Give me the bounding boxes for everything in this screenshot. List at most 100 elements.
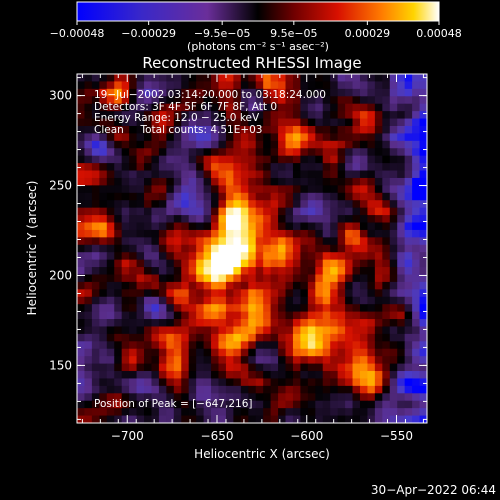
heatmap-cell: [121, 200, 130, 209]
heatmap-cell: [419, 400, 427, 409]
heatmap-cell: [419, 148, 427, 157]
heatmap-cell: [203, 140, 212, 149]
heatmap-cell: [270, 356, 279, 365]
heatmap-cell: [173, 125, 182, 134]
heatmap-cell: [404, 415, 413, 423]
heatmap-cell: [203, 363, 212, 372]
heatmap-cell: [211, 148, 219, 157]
heatmap-cell: [233, 244, 242, 253]
heatmap-cell: [330, 133, 339, 142]
heatmap-cell: [255, 96, 264, 105]
heatmap-cell: [397, 415, 406, 423]
heatmap-cell: [106, 237, 115, 246]
heatmap-cell: [173, 267, 182, 275]
heatmap-cell: [263, 400, 272, 409]
heatmap-cell: [218, 356, 227, 365]
heatmap-cell: [114, 311, 123, 320]
heatmap-cell: [196, 185, 205, 194]
heatmap-cell: [382, 393, 391, 402]
heatmap-cell: [114, 356, 123, 365]
heatmap-cell: [114, 267, 123, 275]
heatmap-cell: [404, 237, 413, 246]
heatmap-cell: [181, 363, 190, 372]
heatmap-cell: [158, 259, 167, 268]
heatmap-cell: [84, 222, 93, 231]
heatmap-cell: [91, 415, 100, 423]
heatmap-cell: [181, 215, 190, 224]
heatmap-cell: [404, 155, 413, 164]
x-tick-label: −550: [380, 429, 413, 443]
heatmap-cell: [114, 96, 123, 105]
heatmap-cell: [181, 200, 190, 209]
heatmap-cell: [211, 125, 219, 134]
heatmap-cell: [255, 177, 264, 186]
heatmap-cell: [397, 296, 406, 305]
heatmap-cell: [315, 88, 324, 97]
heatmap-cell: [158, 237, 167, 246]
heatmap-cell: [292, 185, 301, 194]
heatmap-cell: [114, 326, 123, 335]
heatmap-cell: [181, 400, 190, 409]
heatmap-cell: [173, 229, 182, 238]
heatmap-cell: [77, 81, 85, 90]
heatmap-cell: [404, 215, 413, 224]
heatmap-cell: [99, 267, 108, 275]
heatmap-cell: [337, 133, 346, 142]
heatmap-cell: [106, 378, 115, 387]
heatmap-cell: [181, 289, 190, 298]
heatmap-cell: [359, 118, 368, 127]
heatmap-cell: [240, 319, 249, 327]
heatmap-cell: [77, 252, 85, 261]
heatmap-cell: [121, 356, 130, 365]
heatmap-cell: [352, 326, 361, 335]
heatmap-cell: [218, 311, 227, 320]
heatmap-cell: [77, 215, 85, 224]
heatmap-cell: [240, 289, 249, 298]
heatmap-cell: [151, 200, 160, 209]
heatmap-cell: [121, 274, 130, 283]
heatmap-cell: [382, 274, 391, 283]
heatmap-cell: [278, 88, 287, 97]
heatmap-cell: [255, 274, 264, 283]
heatmap-cell: [240, 125, 249, 134]
heatmap-cell: [151, 415, 160, 423]
heatmap-cell: [84, 170, 93, 179]
heatmap-cell: [121, 155, 130, 164]
heatmap-cell: [352, 311, 361, 320]
heatmap-cell: [367, 356, 376, 365]
heatmap-cell: [367, 296, 376, 305]
heatmap-cell: [412, 267, 421, 275]
heatmap-cell: [412, 155, 421, 164]
heatmap-cell: [278, 408, 287, 417]
heatmap-cell: [158, 415, 167, 423]
heatmap-cell: [166, 140, 175, 149]
heatmap-cell: [84, 274, 93, 283]
heatmap-cell: [158, 267, 167, 275]
heatmap-cell: [106, 111, 115, 120]
heatmap-cell: [77, 192, 85, 201]
heatmap-cell: [389, 74, 398, 82]
x-axis-label: Heliocentric X (arcsec): [194, 447, 330, 461]
heatmap-cell: [248, 281, 257, 290]
heatmap-cell: [419, 133, 427, 142]
heatmap-cell: [374, 400, 383, 409]
colorbar-unit-label: (photons cm⁻² s⁻¹ asec⁻²): [187, 40, 329, 53]
heatmap-cell: [337, 385, 346, 394]
heatmap-cell: [181, 103, 190, 112]
heatmap-cell: [203, 408, 212, 417]
heatmap-cell: [374, 185, 383, 194]
heatmap-cell: [412, 319, 421, 327]
heatmap-cell: [337, 252, 346, 261]
heatmap-cell: [136, 103, 145, 112]
heatmap-cell: [211, 88, 219, 97]
heatmap-cell: [389, 177, 398, 186]
heatmap-cell: [278, 267, 287, 275]
heatmap-cell: [188, 341, 197, 350]
heatmap-cell: [233, 140, 242, 149]
heatmap-cell: [367, 371, 376, 379]
heatmap-cell: [285, 326, 294, 335]
heatmap-cell: [84, 125, 93, 134]
heatmap-cell: [412, 103, 421, 112]
heatmap-cell: [307, 244, 316, 253]
heatmap-cell: [307, 385, 316, 394]
